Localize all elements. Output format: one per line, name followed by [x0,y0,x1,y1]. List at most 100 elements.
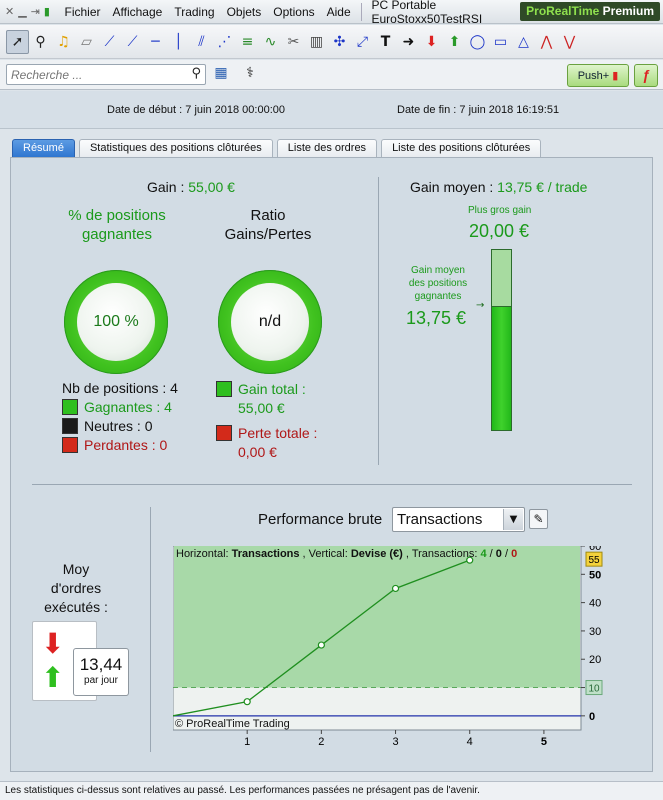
menu-aide[interactable]: Aide [326,4,351,19]
diagonal-arrows-icon[interactable]: ⤢ [356,33,369,50]
menu-options[interactable]: Options [273,4,315,19]
status-bar: Les statistiques ci-dessus sont relative… [0,781,663,800]
fan-icon[interactable]: ⋰ [217,33,232,50]
loss-total-value: 0,00 € [238,444,277,460]
text-icon[interactable]: T [380,33,391,50]
menu-separator [360,2,362,21]
rectangle-icon[interactable]: ▭ [493,33,508,50]
elliott-icon[interactable]: ∿ [264,33,277,50]
push-button[interactable]: Push+ ▮ [567,64,629,87]
winners-label: Gagnantes : 4 [84,399,172,415]
legend-winners: Gagnantes : 4 [62,399,172,415]
vertical-line-icon[interactable]: │ [174,33,183,50]
minimize-icon[interactable]: ▁ [18,5,27,18]
ratio-value: n/d [231,283,309,361]
channel-icon[interactable]: ⫽ [198,33,205,50]
chart-window-icon[interactable]: ▦ [214,65,228,81]
fibonacci-icon[interactable]: ≡ [241,33,254,50]
losers-label: Perdantes : 0 [84,437,168,453]
arrow-up-icon[interactable]: ⬆ [448,33,461,50]
reference-badge [585,680,603,696]
segment-icon[interactable]: ⟋ [104,33,115,50]
chart-header-part: 0 [496,548,502,560]
x-tick-label: 3 [392,736,398,748]
tools-icon[interactable]: ✂ [287,33,300,50]
tab-bar: Résumé Statistiques des positions clôtur… [12,139,542,157]
zoom-icon[interactable]: ⚲ [35,33,46,50]
horizontal-line-icon[interactable]: ─ [151,33,160,50]
gain-total-swatch [216,381,232,397]
average-gain-title: Gain moyen : 13,75 € / trade [410,179,587,195]
horizontal-divider [32,484,632,485]
pointer-icon[interactable]: ➚ [6,29,29,54]
gain-gauge-fill [492,306,511,430]
average-gain-label: Gain moyen : [410,179,494,195]
zigzag-icon[interactable]: ⋁ [563,33,576,50]
chart-header-part: Transactions [232,548,300,560]
chart-watermark: © ProRealTime Trading [175,718,290,730]
close-icon[interactable]: ✕ [5,5,15,18]
neutral-label: Neutres : 0 [84,418,153,434]
cross-arrows-icon[interactable]: ✣ [333,33,346,50]
arrow-right-icon[interactable]: ➜ [402,33,415,50]
pattern-icon[interactable]: ⋀ [540,33,553,50]
triangle-icon[interactable]: △ [518,33,529,50]
gain-total-text: Gain total : 55,00 € [238,380,306,418]
stethoscope-icon[interactable]: ⚕ [246,65,254,81]
ellipse-icon[interactable]: ◯ [469,33,486,50]
avg-win-value: 13,75 € [406,308,467,328]
ratio-ring: n/d [218,270,322,374]
gauge-pointer-icon: → [476,300,485,311]
menu-affichage[interactable]: Affichage [112,4,163,19]
end-date-label: Date de fin : [397,104,457,116]
menu-objets[interactable]: Objets [226,4,262,19]
equity-point [466,556,474,564]
x-tick-label: 4 [467,736,473,748]
search-input[interactable] [7,65,177,84]
chart-header-part: 4 [481,548,488,560]
tab-closed-positions-stats[interactable]: Statistiques des positions clôturées [78,139,273,157]
orders-value: 13,44 [79,655,123,674]
chart-header-part: Horizontal: [176,548,232,560]
arrow-down-icon: ⬇ [41,627,65,660]
loss-total-swatch [216,425,232,441]
flash-icon[interactable]: ƒ [634,64,658,87]
push-label: Push+ [577,69,610,82]
y-tick-label: 60 [589,546,601,553]
menu-fichier[interactable]: Fichier [64,4,101,19]
performance-select[interactable]: Transactions ▼ [392,507,525,532]
orders-card: ⬇ ⬆ [32,621,97,701]
tab-orders-list[interactable]: Liste des ordres [276,139,378,157]
chevron-down-icon[interactable]: ▼ [503,509,523,530]
chart-header-part: , Transactions: [403,548,481,560]
arrow-up-icon: ⬆ [41,661,65,694]
arrow-down-icon[interactable]: ⬇ [425,33,438,50]
search-icon[interactable]: ⚲ [191,66,201,81]
chart-header: Horizontal: Transactions , Vertical: Dev… [176,548,517,560]
wrench-icon[interactable]: ✎ [529,509,548,529]
orders-title: Moy d'ordres exécutés : [44,561,108,615]
start-date-value: 7 juin 2018 00:00:00 [185,104,285,116]
gain-total-label: Gain total : [238,381,306,397]
tab-resume[interactable]: Résumé [12,139,75,157]
winning-pct-title: % de positions gagnantes [68,207,166,243]
trash-icon[interactable]: ▥ [309,33,324,50]
ruler-icon[interactable]: ▱ [81,33,92,50]
trendline-icon[interactable]: ⟋ [127,33,138,50]
window-controls: ✕ ▁ ⇥ ▮ [0,5,58,18]
positions-count: Nb de positions : 4 [62,380,178,396]
tab-closed-positions-list[interactable]: Liste des positions clôturées [381,139,542,157]
chart-header-part: , Vertical: [300,548,351,560]
loss-total-label: Perte totale : [238,425,318,441]
legend-gain-total: Gain total : 55,00 € [216,380,306,418]
alarm-bell-icon[interactable]: ♫ [57,33,70,50]
gain-summary: Gain : 55,00 € [147,179,235,195]
orders-value-box: 13,44 par jour [73,648,129,696]
end-date: Date de fin : 7 juin 2018 16:19:51 [397,104,559,116]
vertical-divider [378,177,379,465]
menu-trading[interactable]: Trading [174,4,215,19]
chart-header-part: 0 [511,548,517,560]
pin-icon[interactable]: ⇥ [30,5,40,18]
equity-point [243,698,251,706]
profit-area [174,546,580,688]
